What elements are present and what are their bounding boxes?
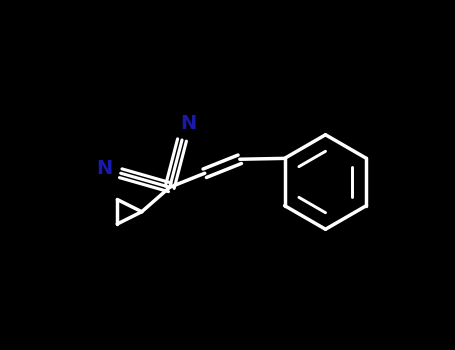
Text: N: N <box>180 114 197 133</box>
Text: N: N <box>96 159 112 177</box>
